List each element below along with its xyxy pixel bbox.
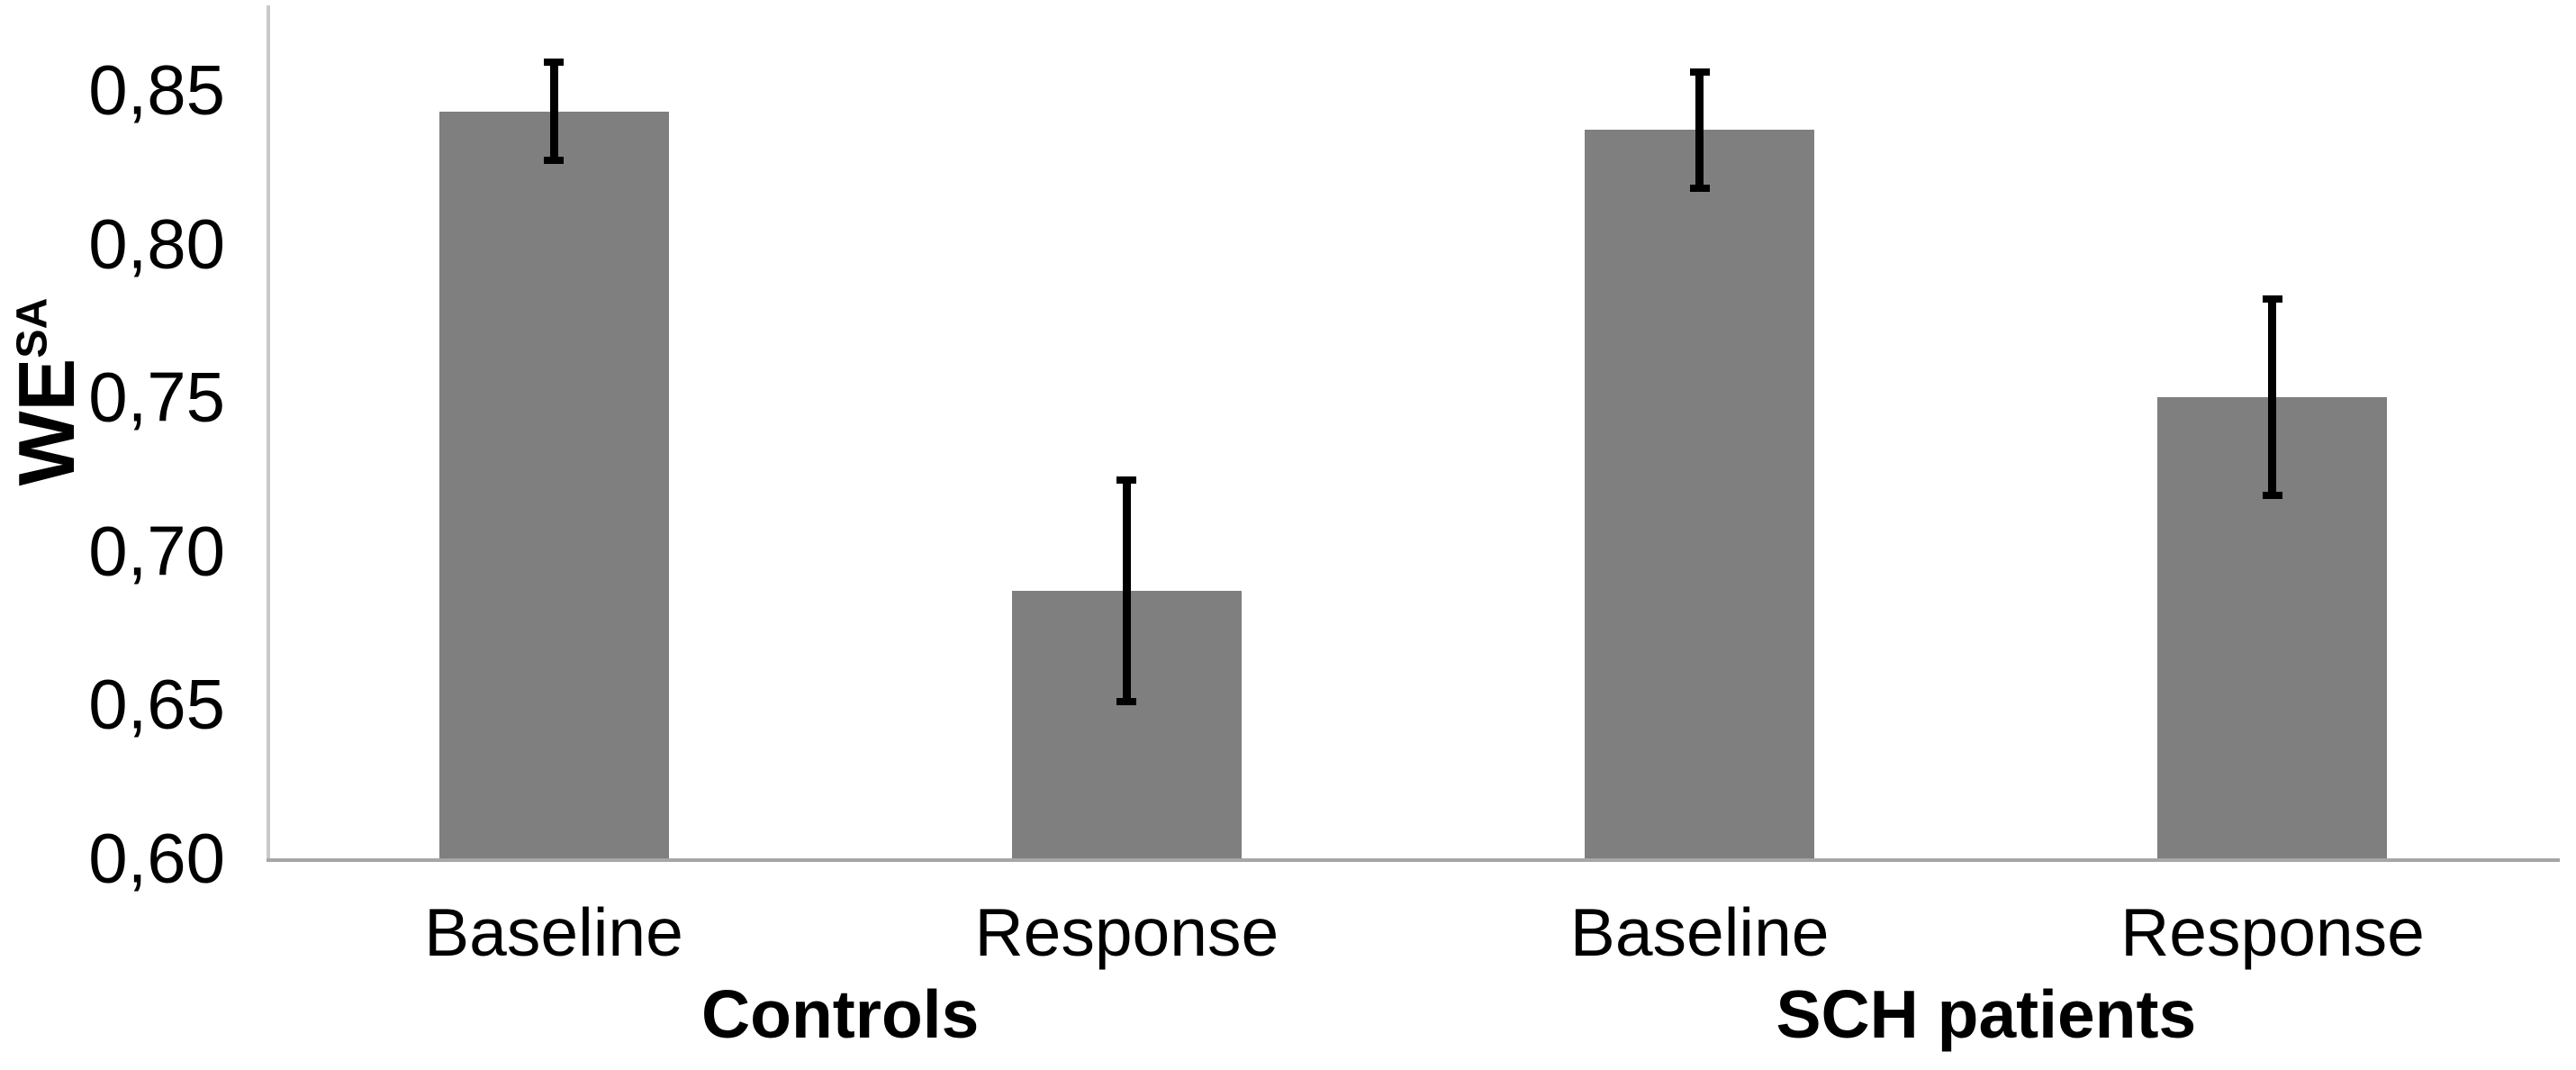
- category-label-response: Response: [974, 894, 1279, 970]
- bar-sch-patients-baseline: [1585, 130, 1815, 858]
- error-bar-cap-bottom: [2262, 492, 2282, 500]
- error-bar-stem: [1122, 480, 1131, 702]
- bar-controls-baseline: [438, 111, 669, 858]
- y-tick-label: 0,85: [88, 50, 225, 130]
- error-bar-cap-top: [1689, 68, 1710, 76]
- category-label-baseline: Baseline: [1569, 894, 1830, 970]
- error-bar-cap-bottom: [1689, 185, 1710, 193]
- y-tick-label: 0,70: [88, 511, 225, 591]
- x-axis-line: [267, 858, 2560, 862]
- category-label-baseline: Baseline: [424, 894, 683, 970]
- category-label-response: Response: [2120, 894, 2425, 970]
- error-bar-cap-bottom: [544, 157, 564, 165]
- y-axis-title-superscript: SA: [7, 297, 57, 358]
- group-label-controls: Controls: [700, 976, 980, 1052]
- y-tick-label: 0,65: [88, 664, 225, 744]
- error-bar-cap-top: [2262, 295, 2282, 304]
- group-label-sch-patients: SCH patients: [1776, 976, 2197, 1052]
- error-bar-cap-bottom: [1116, 697, 1137, 705]
- y-tick-label: 0,60: [88, 818, 225, 898]
- error-bar-stem: [549, 62, 558, 161]
- y-tick-label: 0,75: [88, 357, 225, 437]
- error-bar-cap-top: [1116, 476, 1137, 485]
- y-axis-line: [267, 5, 270, 858]
- error-bar-cap-top: [544, 59, 564, 67]
- error-bar-stem: [1695, 71, 1704, 189]
- y-tick-label: 0,80: [88, 204, 225, 284]
- error-bar-stem: [2268, 299, 2277, 496]
